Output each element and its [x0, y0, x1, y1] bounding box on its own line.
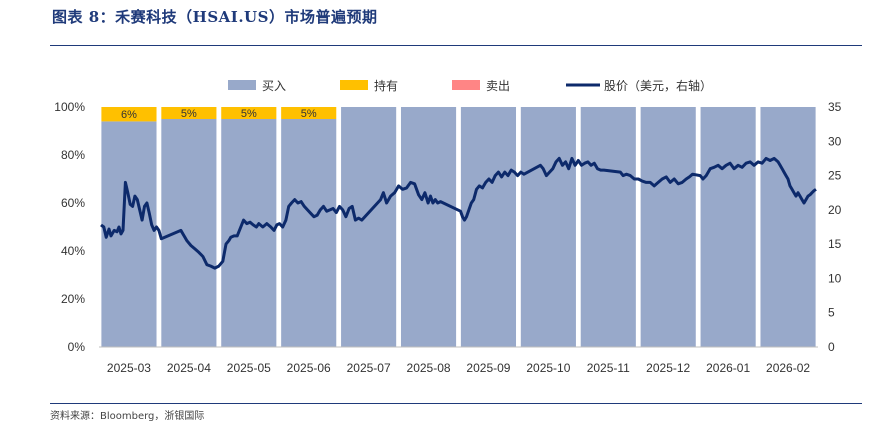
x-axis-tick-2025-06: 2025-06: [287, 361, 331, 375]
bar-buy-2026-02: [760, 107, 816, 347]
bar-buy-2025-06: [281, 119, 337, 347]
right-axis-tick: 10: [828, 271, 842, 285]
bar-hold-2025-05: [221, 107, 277, 119]
bar-buy-2025-11: [580, 107, 636, 347]
legend: 买入 持有 卖出 股价（美元，右轴）: [228, 78, 712, 93]
legend-swatch-0: [228, 80, 256, 90]
legend-label-1: 持有: [374, 78, 398, 93]
footer-rule: [50, 403, 862, 404]
bar-label-group: 6% 5% 5% 5%: [121, 108, 317, 121]
bar-buy-2026-01: [700, 107, 756, 347]
x-axis-tick-2025-05: 2025-05: [227, 361, 271, 375]
left-axis-tick: 60%: [61, 196, 85, 210]
x-axis-tick-2026-01: 2026-01: [706, 361, 750, 375]
legend-label-3: 股价（美元，右轴）: [604, 78, 712, 93]
left-axis-tick: 20%: [61, 292, 85, 306]
x-axis-tick-2025-08: 2025-08: [407, 361, 451, 375]
bar-label-2025-05: 5%: [241, 108, 257, 120]
bar-buy-2025-04: [161, 119, 217, 347]
x-axis-tick-2025-03: 2025-03: [107, 361, 151, 375]
axes-group: 0% 20% 40% 60% 80% 100% 0 5 10 15 20 25 30 35 2025-03 2…: [54, 100, 841, 375]
right-axis-tick: 20: [828, 203, 842, 217]
bar-buy-2025-08: [400, 107, 457, 347]
bar-series-group: [101, 107, 816, 348]
bar-label-2025-06: 5%: [301, 108, 317, 120]
right-axis-tick: 25: [828, 169, 842, 183]
legend-swatch-2: [452, 80, 480, 90]
right-axis-tick: 30: [828, 134, 842, 148]
price-line-group: [100, 156, 817, 270]
x-axis-tick-2025-04: 2025-04: [167, 361, 211, 375]
chart-title: 图表 8：禾赛科技（HSAI.US）市场普遍预期: [52, 8, 378, 26]
price-line: [100, 156, 817, 270]
right-axis-tick: 5: [828, 306, 835, 320]
right-axis-tick: 35: [828, 100, 842, 114]
x-axis-tick-2025-11: 2025-11: [587, 361, 630, 375]
bar-buy-2025-09: [460, 107, 517, 347]
x-axis-tick-2025-07: 2025-07: [347, 361, 391, 375]
right-axis-tick: 0: [828, 340, 835, 354]
bar-buy-2025-10: [520, 107, 576, 347]
left-axis-tick: 0%: [68, 340, 86, 354]
legend-swatch-1: [340, 80, 368, 90]
bar-buy-2025-05: [221, 119, 277, 347]
bar-buy-2025-07: [341, 107, 397, 347]
legend-label-2: 卖出: [486, 79, 510, 93]
x-axis-tick-2025-10: 2025-10: [526, 361, 570, 375]
bar-buy-2025-12: [640, 107, 696, 347]
source-note: 资料来源：Bloomberg，浙银国际: [50, 411, 205, 422]
left-axis-tick: 40%: [61, 244, 85, 258]
x-axis-tick-2025-12: 2025-12: [646, 361, 690, 375]
bar-hold-2025-03: [101, 107, 157, 122]
left-axis-tick: 100%: [54, 100, 85, 114]
bar-hold-2025-06: [281, 107, 337, 119]
left-axis-tick: 80%: [61, 148, 85, 162]
right-axis-tick: 15: [828, 237, 842, 251]
bar-hold-2025-04: [161, 107, 217, 119]
x-axis-tick-2025-09: 2025-09: [466, 361, 510, 375]
x-axis-tick-2026-02: 2026-02: [766, 361, 810, 375]
bar-label-2025-03: 6%: [121, 109, 137, 121]
legend-label-0: 买入: [262, 79, 286, 93]
bar-label-2025-04: 5%: [181, 108, 197, 120]
title-rule: [50, 45, 862, 46]
